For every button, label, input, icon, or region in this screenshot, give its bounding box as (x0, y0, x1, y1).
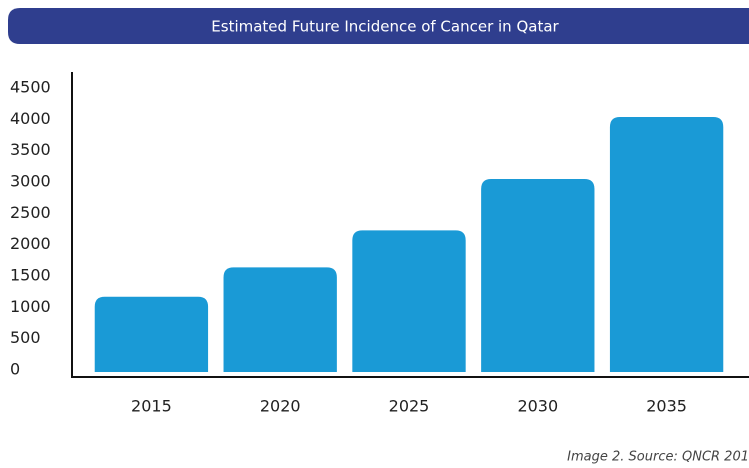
y-tick-label: 500 (10, 328, 41, 347)
caption: Image 2. Source: QNCR 201 (567, 450, 749, 465)
y-tick-label: 1500 (10, 266, 51, 285)
y-tick-label: 3500 (10, 140, 51, 159)
y-tick-label: 4500 (10, 78, 51, 97)
y-tick-label: 0 (10, 360, 20, 379)
bar (352, 230, 466, 372)
bar (609, 116, 724, 372)
bar (481, 178, 595, 372)
x-tick-label: 2015 (131, 397, 172, 416)
x-tick-label: 2025 (389, 397, 430, 416)
bar (223, 267, 337, 372)
y-tick-label: 2500 (10, 203, 51, 222)
bar (94, 296, 209, 372)
y-tick-label: 1000 (10, 297, 51, 316)
y-tick-label: 4000 (10, 109, 51, 128)
chart-title: Estimated Future Incidence of Cancer in … (211, 18, 559, 36)
x-tick-label: 2035 (646, 397, 687, 416)
y-tick-label: 2000 (10, 234, 51, 253)
x-tick-label: 2030 (517, 397, 558, 416)
y-tick-label: 3000 (10, 172, 51, 191)
title-banner (8, 8, 749, 44)
x-tick-label: 2020 (260, 397, 301, 416)
